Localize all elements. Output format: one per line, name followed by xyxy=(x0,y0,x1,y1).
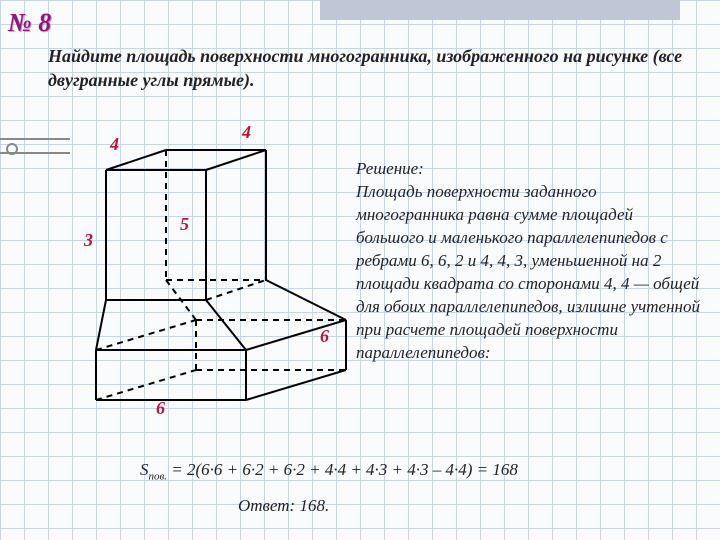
formula: Sпов. = 2(6·6 + 6·2 + 6·2 + 4·4 + 4·3 + … xyxy=(140,460,518,482)
polyhedron-svg xyxy=(56,130,356,430)
polyhedron-figure: 4 4 3 5 6 6 xyxy=(56,130,356,450)
label-6b: 6 xyxy=(320,326,329,347)
label-4b: 4 xyxy=(242,122,251,143)
solution-text: Решение: Площадь поверхности заданного м… xyxy=(356,158,702,364)
solution-heading: Решение: xyxy=(356,159,424,178)
header-banner xyxy=(320,0,680,20)
problem-statement: Найдите площадь поверхности многогранник… xyxy=(48,44,688,93)
answer: Ответ: 168. xyxy=(238,496,329,516)
solution-body: Площадь поверхности заданного многогранн… xyxy=(356,182,700,362)
task-number: № 8 xyxy=(8,8,51,38)
label-3: 3 xyxy=(84,230,93,251)
label-4a: 4 xyxy=(110,134,119,155)
label-6a: 6 xyxy=(156,398,165,419)
label-5: 5 xyxy=(180,214,189,235)
